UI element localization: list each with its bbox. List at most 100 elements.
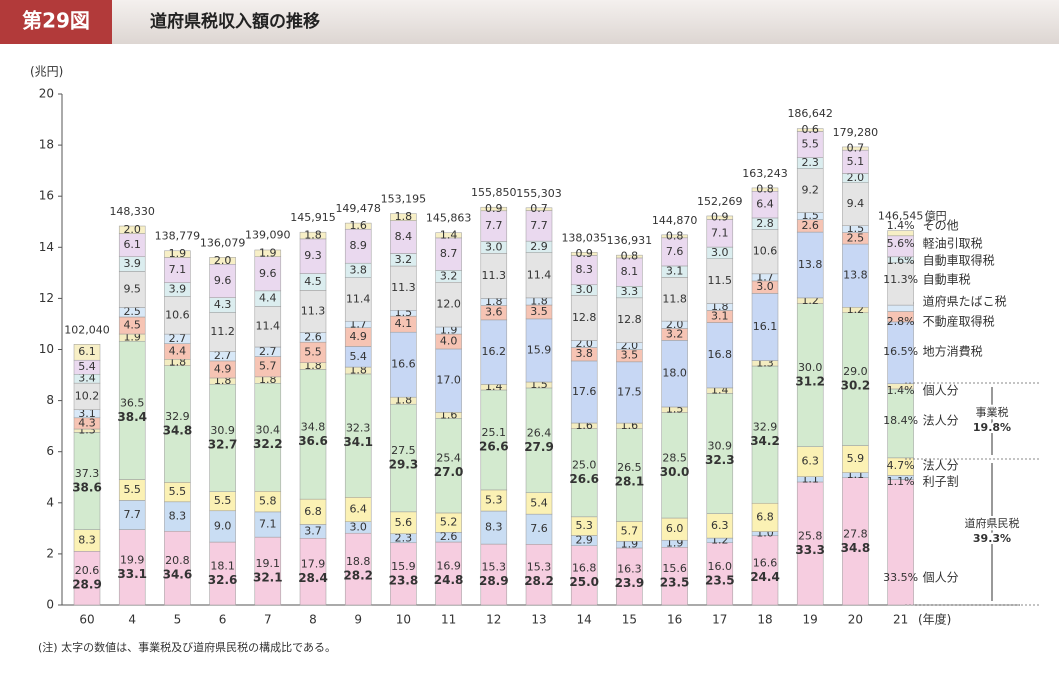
- bar-segment: [616, 547, 643, 606]
- value-label: 10.6: [165, 308, 190, 321]
- value-label: 3.1: [666, 265, 684, 278]
- bar-segment: [887, 230, 914, 237]
- value-label: 7.7: [485, 219, 503, 232]
- composition-label: 26.6: [569, 472, 599, 486]
- bar-segment: [751, 293, 779, 361]
- value-label: 3.9: [169, 283, 187, 296]
- legend-label: その他: [923, 219, 959, 233]
- composition-label: 34.8: [841, 541, 871, 555]
- bar-segment: [209, 264, 236, 298]
- value-label: 3.2: [666, 327, 684, 340]
- value-label: 27.5: [391, 444, 416, 457]
- bracket-share: 19.8%: [973, 421, 1011, 434]
- bar-segment: [751, 191, 779, 219]
- composition-label: 36.6: [298, 434, 328, 448]
- value-label: 3.5: [530, 305, 548, 318]
- bar-segment: [73, 382, 101, 410]
- value-label: 4.4: [259, 292, 277, 305]
- value-label: 37.3: [75, 467, 100, 480]
- bracket-share: 39.3%: [973, 532, 1011, 545]
- value-label: 0.8: [756, 183, 774, 196]
- value-label: 4.4: [169, 344, 187, 357]
- value-label: 3.7: [304, 524, 322, 537]
- x-tick-label: 6: [219, 613, 227, 627]
- total-label: 163,243: [742, 167, 788, 180]
- bar-segment: [390, 403, 417, 513]
- composition-label: 32.7: [208, 437, 238, 451]
- value-label: 0.7: [847, 142, 865, 155]
- value-label: 5.3: [485, 493, 503, 506]
- value-label: 16.0: [708, 560, 733, 573]
- figure-number: 第29図: [22, 9, 90, 33]
- bar-segment: [344, 228, 372, 264]
- bar-segment: [480, 543, 508, 606]
- bar-segment: [118, 271, 146, 308]
- legend-label: 地方消費税: [923, 344, 983, 359]
- value-label: 26.5: [617, 461, 642, 474]
- y-tick-label: 10: [39, 342, 54, 356]
- composition-label: 32.6: [208, 573, 238, 587]
- composition-label: 24.8: [434, 573, 464, 587]
- value-label: 3.0: [485, 240, 503, 253]
- bar-segment: [390, 542, 417, 606]
- value-label: 5.2: [440, 516, 458, 529]
- composition-label: 28.1: [615, 475, 645, 489]
- y-tick-label: 2: [46, 546, 54, 560]
- x-tick-label: 15: [622, 613, 637, 627]
- value-label: 6.8: [304, 505, 322, 518]
- composition-label: 28.2: [343, 569, 373, 583]
- bar-segment: [164, 365, 191, 483]
- value-label: 3.2: [395, 253, 413, 266]
- value-label: 2.6: [801, 219, 819, 232]
- bar-segment: [706, 393, 734, 514]
- x-tick-label: 8: [309, 613, 317, 627]
- value-label: 25.1: [482, 426, 507, 439]
- composition-label: 34.8: [163, 423, 193, 437]
- bar-segment: [209, 510, 236, 543]
- value-label: 11.8: [662, 292, 687, 305]
- value-label: 5.7: [259, 360, 277, 373]
- value-label: 5.9: [847, 452, 865, 465]
- value-label: 2.9: [530, 240, 548, 253]
- bar-segment: [525, 207, 553, 211]
- value-label: 3.8: [575, 347, 593, 360]
- bar-segment: [390, 213, 417, 221]
- value-label: 18.8: [346, 555, 371, 568]
- value-label: 9.0: [214, 519, 232, 532]
- composition-label: 28.4: [298, 571, 328, 585]
- x-tick-label: 21: [893, 613, 908, 627]
- value-label: 16.8: [572, 561, 597, 574]
- bar-segment: [435, 232, 462, 239]
- bar-segment: [842, 146, 869, 151]
- value-label: 3.1: [711, 310, 729, 323]
- value-label: 3.5: [621, 349, 639, 362]
- value-label: 18.0: [662, 367, 687, 380]
- y-tick-label: 14: [39, 240, 54, 254]
- total-label: 186,642: [787, 107, 833, 120]
- value-label: 8.3: [169, 510, 187, 523]
- total-label: 102,040: [64, 323, 110, 336]
- bar-segment: [344, 222, 372, 230]
- value-label: 5.6%: [887, 237, 915, 250]
- value-label: 1.4%: [887, 384, 915, 397]
- value-label: 7.7: [530, 219, 548, 232]
- value-label: 2.7: [259, 345, 277, 358]
- x-tick-label: 20: [848, 613, 863, 627]
- bar-segment: [706, 258, 734, 304]
- bar-segment: [344, 277, 372, 322]
- bar-segment: [570, 428, 598, 518]
- bar-segment: [842, 477, 869, 606]
- value-label: 4.9: [214, 362, 232, 375]
- value-label: 6.8: [756, 510, 774, 523]
- bar-segment: [254, 256, 282, 292]
- value-label: 11.4: [256, 320, 281, 333]
- value-label: 5.5: [304, 345, 322, 358]
- value-label: 6.0: [666, 522, 684, 535]
- value-label: 11.3: [301, 304, 326, 317]
- value-label: 11.5: [708, 274, 733, 287]
- value-label: 12.8: [572, 311, 597, 324]
- composition-label: 26.6: [479, 439, 509, 453]
- value-label: 17.0: [436, 374, 461, 387]
- bar-segment: [796, 303, 824, 447]
